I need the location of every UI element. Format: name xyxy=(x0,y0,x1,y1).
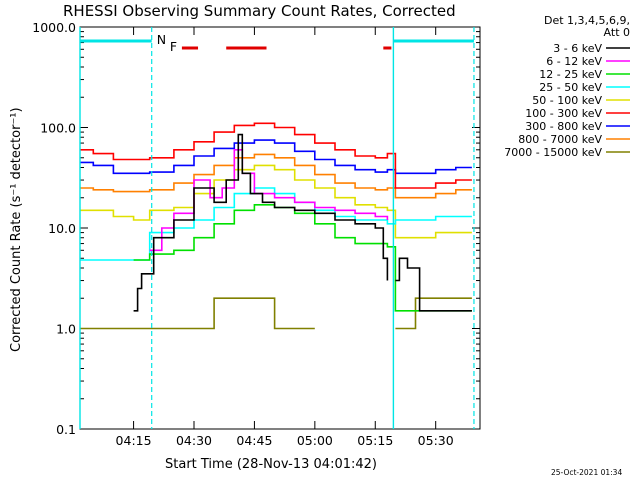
legend-header-line: Det 1,3,4,5,6,9, xyxy=(544,14,630,27)
x-tick-label: 05:30 xyxy=(418,433,454,448)
x-tick-label: 04:30 xyxy=(176,433,212,448)
timestamp: 25-Oct-2021 01:34 xyxy=(551,468,622,477)
chart-title: RHESSI Observing Summary Count Rates, Co… xyxy=(63,2,456,20)
legend-header-line: Att 0 xyxy=(604,26,630,39)
legend-entry-label: 100 - 300 keV xyxy=(525,107,602,120)
series-line-100-300-kev xyxy=(80,122,472,189)
series-layer xyxy=(80,122,472,330)
y-tick-label: 100.0 xyxy=(40,121,76,136)
x-tick-label: 05:15 xyxy=(357,433,393,448)
series-line-3-6-kev-segment-2 xyxy=(395,257,472,312)
legend-entry-label: 50 - 100 keV xyxy=(532,94,602,107)
legend-entry-label: 7000 - 15000 keV xyxy=(504,146,602,159)
legend-entry-label: 800 - 7000 keV xyxy=(518,133,602,146)
flare-label: F xyxy=(170,39,177,54)
legend-entry-label: 12 - 25 keV xyxy=(539,68,602,81)
x-tick-label: 05:00 xyxy=(297,433,333,448)
y-tick-label: 1.0 xyxy=(56,322,76,337)
legend-entry-label: 3 - 6 keV xyxy=(553,42,602,55)
x-tick-label: 04:15 xyxy=(116,433,152,448)
y-tick-label: 10.0 xyxy=(48,221,76,236)
y-axis-label: Corrected Count Rate (s⁻¹ detector⁻¹) xyxy=(9,107,24,352)
x-axis-label: Start Time (28-Nov-13 04:01:42) xyxy=(165,457,377,472)
y-tick-label: 1000.0 xyxy=(32,20,76,35)
series-line-800-7000-kev xyxy=(80,153,472,199)
night-label: N xyxy=(157,32,166,47)
axis-ticks: 04:15 04:30 04:45 05:00 05:15 05:30 0.1 1.0 10.0… xyxy=(32,20,480,448)
series-line-7000-15000-kev-segment-2 xyxy=(395,297,472,330)
y-tick-label: 0.1 xyxy=(56,422,76,437)
series-line-3-6-kev xyxy=(133,133,389,312)
x-tick-label: 04:45 xyxy=(236,433,272,448)
legend-entry-label: 25 - 50 keV xyxy=(539,81,602,94)
series-line-7000-15000-kev xyxy=(80,297,315,330)
legend-entry-label: 300 - 800 keV xyxy=(525,120,602,133)
legend-entry-label: 6 - 12 keV xyxy=(546,55,602,68)
